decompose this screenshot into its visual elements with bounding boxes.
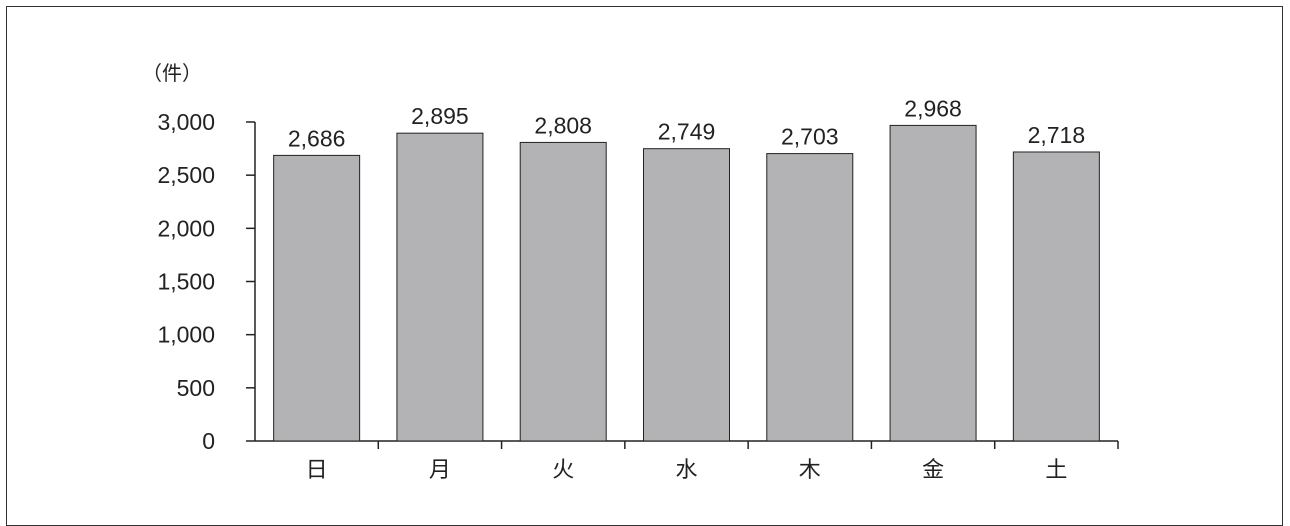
category-label: 月	[429, 458, 451, 483]
data-label: 2,895	[411, 103, 469, 129]
y-tick-label: 3,000	[157, 109, 215, 135]
y-tick-label: 0	[202, 428, 215, 454]
y-tick-label: 1,500	[157, 269, 215, 295]
data-label: 2,718	[1028, 122, 1086, 148]
x-axis	[255, 440, 1119, 449]
category-label: 土	[1045, 458, 1067, 483]
category-label: 火	[552, 458, 574, 483]
y-tick-label: 2,000	[157, 215, 215, 241]
data-labels: 2,686 2,895 2,808 2,749 2,703 2,968 2,718	[288, 95, 1085, 151]
data-label: 2,703	[781, 124, 839, 150]
category-label: 水	[675, 458, 697, 483]
category-label: 金	[922, 458, 944, 483]
data-label: 2,968	[904, 95, 962, 121]
bars	[273, 124, 1100, 442]
data-label: 2,749	[658, 119, 716, 145]
bar	[396, 132, 484, 442]
bar	[273, 154, 361, 442]
y-unit-label: （件）	[142, 61, 202, 85]
bar	[766, 153, 854, 442]
bar	[1012, 151, 1100, 442]
bar	[519, 141, 607, 442]
y-tick-label: 500	[177, 375, 215, 401]
bar	[889, 124, 977, 442]
bar	[643, 148, 730, 442]
y-tick-label: 2,500	[157, 162, 215, 188]
category-label: 木	[799, 458, 821, 483]
y-tick-label: 1,000	[157, 322, 215, 348]
data-label: 2,808	[534, 112, 592, 138]
category-label: 日	[306, 458, 328, 483]
category-labels: 日月火水木金土	[306, 458, 1068, 483]
data-label: 2,686	[288, 125, 346, 151]
y-axis: 0 500 1,000 1,500 2,000 2,500 3,000	[157, 109, 256, 454]
